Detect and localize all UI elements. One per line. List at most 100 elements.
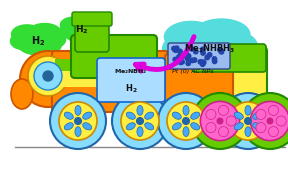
- Circle shape: [112, 93, 168, 149]
- Ellipse shape: [60, 24, 79, 38]
- Circle shape: [219, 49, 223, 53]
- Ellipse shape: [137, 105, 143, 115]
- FancyBboxPatch shape: [192, 44, 266, 72]
- FancyBboxPatch shape: [75, 16, 109, 52]
- Circle shape: [174, 48, 178, 53]
- Ellipse shape: [126, 123, 135, 130]
- Circle shape: [200, 62, 205, 66]
- Circle shape: [175, 46, 179, 50]
- Circle shape: [229, 102, 267, 140]
- Circle shape: [121, 102, 159, 140]
- Ellipse shape: [253, 123, 262, 130]
- Circle shape: [183, 118, 190, 124]
- Circle shape: [201, 51, 205, 55]
- Ellipse shape: [68, 30, 89, 42]
- Ellipse shape: [191, 123, 200, 130]
- Ellipse shape: [83, 123, 92, 130]
- Circle shape: [190, 47, 194, 51]
- Ellipse shape: [253, 112, 262, 119]
- Ellipse shape: [83, 112, 92, 119]
- Text: Pt (0) AC NPs: Pt (0) AC NPs: [172, 68, 213, 74]
- Ellipse shape: [60, 17, 86, 33]
- FancyArrowPatch shape: [135, 37, 194, 71]
- Circle shape: [167, 102, 205, 140]
- Ellipse shape: [216, 32, 257, 61]
- Circle shape: [75, 118, 82, 124]
- Ellipse shape: [145, 112, 154, 119]
- Circle shape: [174, 47, 179, 51]
- FancyBboxPatch shape: [55, 71, 165, 87]
- Text: $\mathbf{H_2}$: $\mathbf{H_2}$: [75, 24, 89, 36]
- Text: $\mathbf{Me_2NBH_2}$: $\mathbf{Me_2NBH_2}$: [114, 67, 148, 76]
- Ellipse shape: [162, 35, 204, 63]
- Ellipse shape: [172, 123, 181, 130]
- Circle shape: [212, 57, 217, 61]
- Circle shape: [177, 54, 181, 59]
- Ellipse shape: [245, 105, 251, 115]
- Ellipse shape: [64, 123, 73, 130]
- Circle shape: [190, 58, 195, 63]
- Circle shape: [268, 127, 278, 137]
- Circle shape: [213, 59, 217, 64]
- Circle shape: [267, 118, 273, 124]
- Circle shape: [206, 122, 216, 133]
- FancyBboxPatch shape: [72, 12, 112, 26]
- Ellipse shape: [145, 123, 154, 130]
- Circle shape: [242, 93, 288, 149]
- Ellipse shape: [37, 39, 61, 53]
- Circle shape: [185, 53, 189, 58]
- Circle shape: [50, 93, 106, 149]
- Circle shape: [205, 55, 209, 60]
- Ellipse shape: [10, 33, 35, 49]
- Circle shape: [200, 101, 240, 141]
- Ellipse shape: [64, 19, 100, 43]
- Ellipse shape: [74, 16, 101, 32]
- FancyBboxPatch shape: [52, 51, 168, 112]
- Circle shape: [178, 49, 182, 53]
- Ellipse shape: [183, 105, 189, 115]
- Circle shape: [245, 118, 251, 124]
- Ellipse shape: [75, 127, 81, 136]
- Circle shape: [158, 93, 214, 149]
- Circle shape: [181, 54, 185, 58]
- Ellipse shape: [180, 47, 225, 71]
- Circle shape: [218, 127, 228, 137]
- Circle shape: [179, 60, 183, 65]
- Ellipse shape: [75, 105, 81, 115]
- Circle shape: [28, 56, 68, 96]
- FancyBboxPatch shape: [168, 43, 230, 69]
- Ellipse shape: [183, 127, 189, 136]
- Text: $\mathbf{H_2}$: $\mathbf{H_2}$: [31, 34, 45, 48]
- FancyBboxPatch shape: [71, 35, 157, 78]
- Circle shape: [201, 60, 206, 65]
- Circle shape: [207, 53, 212, 57]
- Circle shape: [173, 57, 177, 62]
- Ellipse shape: [137, 127, 143, 136]
- Circle shape: [276, 116, 286, 126]
- Ellipse shape: [164, 21, 218, 53]
- Circle shape: [172, 46, 176, 51]
- Circle shape: [173, 47, 177, 52]
- Ellipse shape: [11, 79, 33, 109]
- Circle shape: [34, 62, 62, 90]
- Circle shape: [186, 54, 191, 58]
- Circle shape: [186, 54, 190, 58]
- Circle shape: [175, 60, 180, 64]
- Circle shape: [219, 50, 224, 54]
- Ellipse shape: [12, 25, 42, 43]
- Ellipse shape: [126, 112, 135, 119]
- FancyBboxPatch shape: [97, 58, 165, 102]
- Circle shape: [185, 57, 190, 61]
- Circle shape: [184, 52, 188, 56]
- FancyBboxPatch shape: [165, 54, 233, 102]
- Circle shape: [43, 71, 53, 81]
- Ellipse shape: [234, 112, 243, 119]
- Ellipse shape: [234, 123, 243, 130]
- Circle shape: [192, 93, 248, 149]
- Ellipse shape: [41, 31, 65, 48]
- Circle shape: [201, 47, 205, 52]
- Circle shape: [180, 60, 184, 64]
- Ellipse shape: [208, 45, 250, 69]
- Circle shape: [137, 118, 143, 124]
- Ellipse shape: [20, 40, 47, 54]
